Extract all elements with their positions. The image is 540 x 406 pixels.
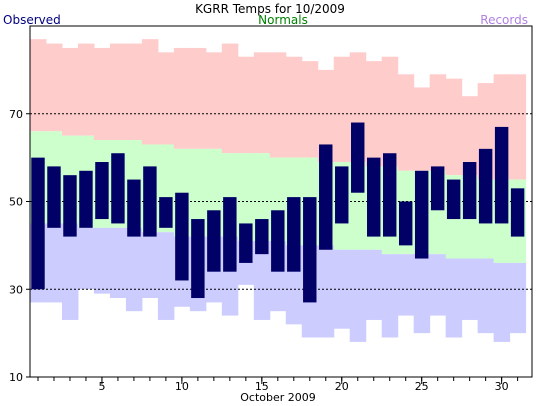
record-band-day-5 xyxy=(93,47,111,141)
chart-title: KGRR Temps for 10/2009 xyxy=(195,2,345,16)
legend-records: Records xyxy=(480,13,528,27)
observed-bar-day-23 xyxy=(382,153,397,237)
observed-bar-day-1 xyxy=(31,157,45,290)
observed-bar-day-2 xyxy=(47,166,61,228)
observed-bar-day-8 xyxy=(143,166,157,237)
low-band-day-28 xyxy=(461,258,479,320)
record-band-day-4 xyxy=(77,43,95,136)
record-band-day-27 xyxy=(445,78,463,176)
low-band-day-2 xyxy=(45,223,63,303)
record-band-day-13 xyxy=(221,43,239,154)
y-tick-label-50: 50 xyxy=(9,196,23,209)
low-band-day-6 xyxy=(109,227,127,299)
observed-bar-day-22 xyxy=(367,157,381,237)
observed-bar-day-10 xyxy=(175,192,189,281)
x-tick-label-30: 30 xyxy=(495,380,509,393)
low-band-day-21 xyxy=(349,249,367,342)
record-band-day-10 xyxy=(173,47,191,149)
low-band-day-26 xyxy=(429,254,447,316)
record-band-day-6 xyxy=(109,43,127,141)
record-band-day-31 xyxy=(509,74,527,180)
low-band-day-5 xyxy=(93,227,111,294)
low-band-day-7 xyxy=(125,227,143,312)
observed-bar-day-15 xyxy=(255,219,269,255)
record-band-day-20 xyxy=(333,56,351,163)
low-band-day-15 xyxy=(253,240,271,320)
low-band-day-24 xyxy=(397,254,415,316)
low-band-day-25 xyxy=(413,254,431,334)
low-band-day-29 xyxy=(477,258,495,334)
record-band-day-24 xyxy=(397,74,415,171)
observed-bar-day-7 xyxy=(127,179,141,237)
low-band-day-4 xyxy=(77,227,95,290)
record-band-day-2 xyxy=(45,43,63,132)
x-axis-label: October 2009 xyxy=(240,391,316,404)
observed-bar-day-4 xyxy=(79,170,93,228)
legend-observed: Observed xyxy=(3,13,61,27)
low-band-day-31 xyxy=(509,262,527,334)
record-band-day-18 xyxy=(301,61,319,158)
record-band-day-25 xyxy=(413,87,431,171)
observed-bar-day-17 xyxy=(287,197,301,272)
observed-bar-day-31 xyxy=(510,188,525,237)
observed-bar-day-12 xyxy=(207,210,221,272)
observed-bar-day-11 xyxy=(191,219,205,299)
legend-normals: Normals xyxy=(258,13,308,27)
low-band-day-23 xyxy=(381,254,399,338)
low-band-day-27 xyxy=(445,258,463,338)
observed-bar-day-26 xyxy=(430,166,445,211)
observed-bar-day-30 xyxy=(494,126,509,224)
low-band-day-8 xyxy=(141,232,159,299)
observed-bar-day-3 xyxy=(63,175,77,237)
x-tick-label-15: 15 xyxy=(255,380,269,393)
low-band-day-19 xyxy=(317,245,335,338)
normal-band-day-11 xyxy=(189,148,207,237)
y-tick-label-30: 30 xyxy=(9,283,23,296)
record-band-day-28 xyxy=(461,96,479,176)
x-tick-label-5: 5 xyxy=(98,380,105,393)
observed-bar-day-19 xyxy=(319,144,333,250)
observed-bar-day-20 xyxy=(335,166,349,224)
record-band-day-11 xyxy=(189,47,207,149)
record-band-day-19 xyxy=(317,69,335,163)
observed-bar-day-28 xyxy=(462,162,477,220)
observed-bar-day-16 xyxy=(271,210,285,272)
y-tick-label-10: 10 xyxy=(9,371,23,384)
record-band-day-17 xyxy=(285,56,303,158)
observed-bar-day-18 xyxy=(303,197,317,303)
record-band-day-8 xyxy=(141,39,159,145)
x-tick-label-10: 10 xyxy=(175,380,189,393)
observed-bar-day-14 xyxy=(239,223,253,263)
observed-bar-day-21 xyxy=(351,122,365,193)
observed-bar-day-13 xyxy=(223,197,237,272)
x-tick-label-25: 25 xyxy=(415,380,429,393)
low-band-day-3 xyxy=(61,223,79,320)
observed-bar-day-29 xyxy=(478,148,493,224)
observed-bar-day-9 xyxy=(159,197,173,228)
low-band-day-9 xyxy=(157,232,175,320)
record-band-day-22 xyxy=(365,61,383,167)
record-band-day-26 xyxy=(429,74,447,171)
record-band-day-12 xyxy=(205,52,223,149)
record-band-day-16 xyxy=(269,52,287,158)
record-band-day-7 xyxy=(125,43,143,141)
record-band-day-15 xyxy=(253,52,271,154)
record-band-day-14 xyxy=(237,56,255,154)
record-band-day-1 xyxy=(30,39,47,132)
observed-bar-day-25 xyxy=(414,170,429,259)
plot-area: 10 30 50 70 5 10 15 20 25 30 xyxy=(9,25,533,393)
record-band-day-3 xyxy=(61,47,79,136)
low-band-day-30 xyxy=(493,262,511,342)
observed-bar-day-6 xyxy=(111,153,125,224)
normal-band-day-14 xyxy=(237,153,255,241)
observed-bar-day-27 xyxy=(446,179,461,220)
record-band-day-23 xyxy=(381,56,399,167)
record-band-day-9 xyxy=(157,52,175,145)
y-tick-label-70: 70 xyxy=(9,108,23,121)
x-tick-label-20: 20 xyxy=(335,380,349,393)
observed-bar-day-24 xyxy=(398,201,413,246)
observed-bar-day-5 xyxy=(95,162,109,220)
low-band-day-22 xyxy=(365,249,383,320)
